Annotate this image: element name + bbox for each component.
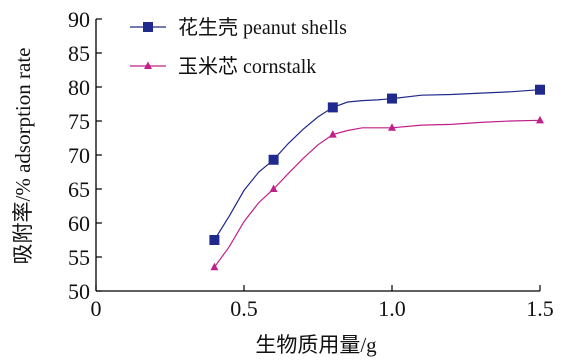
- data-point-triangle: [388, 123, 396, 131]
- y-tick-label: 55: [68, 245, 90, 270]
- series-line-1: [213, 89, 541, 241]
- data-point-square: [143, 22, 153, 32]
- x-tick-label: 0.5: [230, 296, 258, 321]
- y-tick-label: 65: [68, 177, 90, 202]
- ticks: 50 55 60 65 70 75 80 85 90 0 0.5 1.0 1.5: [68, 7, 554, 321]
- legend: 花生壳 peanut shells 玉米芯 cornstalk: [130, 16, 347, 78]
- axes: [95, 19, 540, 292]
- x-tick-label: 0: [91, 296, 102, 321]
- data-point-square: [268, 154, 279, 165]
- legend-label-2: 玉米芯 cornstalk: [178, 55, 316, 78]
- data-point-square: [535, 84, 545, 95]
- y-tick-label: 90: [68, 7, 90, 32]
- y-tick-label: 60: [68, 211, 90, 236]
- x-tick-label: 1.0: [378, 296, 406, 321]
- y-tick-label: 85: [68, 41, 90, 66]
- series-line-2: [213, 119, 541, 268]
- data-point-triangle: [269, 184, 278, 192]
- y-tick-label: 50: [68, 279, 90, 304]
- data-point-triangle: [144, 61, 152, 69]
- data-point-triangle: [210, 262, 219, 271]
- y-tick-label: 75: [68, 109, 90, 134]
- x-tick-label: 1.5: [526, 296, 554, 321]
- data-point-square: [387, 93, 397, 104]
- series-lines: [213, 89, 541, 268]
- y-tick-label: 80: [68, 75, 90, 100]
- data-point-triangle: [536, 115, 544, 124]
- legend-label-1: 花生壳 peanut shells: [178, 16, 347, 39]
- y-axis-title: 吸附率/% adsorption rate: [11, 48, 35, 265]
- data-point-square: [327, 102, 338, 113]
- data-point-square: [209, 235, 220, 245]
- x-axis-title: 生物质用量/g: [255, 333, 377, 357]
- data-point-triangle: [328, 130, 337, 138]
- y-tick-label: 70: [68, 143, 90, 168]
- series-markers: [209, 84, 545, 271]
